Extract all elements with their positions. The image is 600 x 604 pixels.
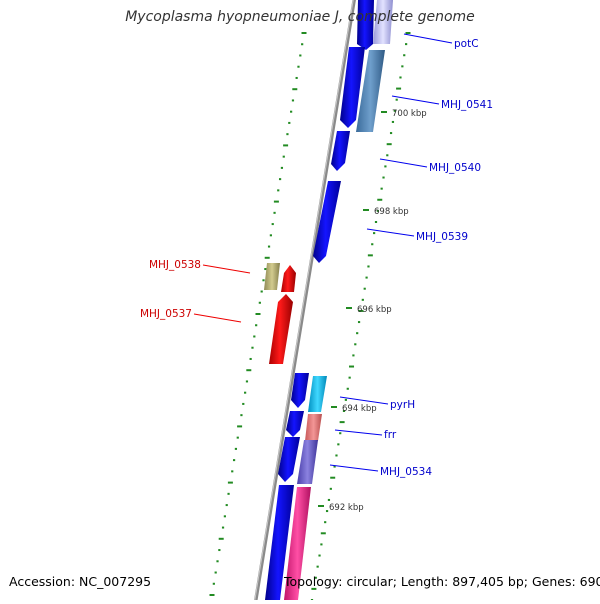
gene-block-next-feature[interactable] [284, 487, 311, 600]
gene-label-MHJ_0538[interactable]: MHJ_0538 [149, 259, 201, 271]
label-leader-line [391, 95, 440, 105]
gene-label-potC[interactable]: potC [454, 38, 479, 50]
ruler-label: 696 kbp [357, 305, 392, 315]
gene-block-potC-feature[interactable] [373, 0, 393, 44]
gene-label-MHJ_0541[interactable]: MHJ_0541 [441, 99, 493, 111]
gene-label-MHJ_0534[interactable]: MHJ_0534 [380, 466, 432, 478]
label-leader-line [334, 429, 383, 436]
label-leader-line [339, 396, 389, 405]
gene-arrow-MHJ_0538[interactable] [281, 265, 296, 292]
gene-arrow-MHJ_0540[interactable] [331, 131, 350, 171]
ruler-label: 692 kbp [329, 503, 364, 513]
gene-label-MHJ_0537[interactable]: MHJ_0537 [140, 308, 192, 320]
gene-block-pyrH-feature[interactable] [308, 376, 327, 412]
gene-label-pyrH[interactable]: pyrH [390, 399, 415, 411]
position-ruler: 700 kbp 698 kbp 696 kbp 694 kbp 692 kbp [318, 109, 427, 513]
genome-backbone [253, 0, 356, 604]
inner-tick-track [209, 32, 307, 596]
genome-summary: Topology: circular; Length: 897,405 bp; … [284, 574, 600, 589]
gene-block-MHJ_0541-feature[interactable] [356, 50, 385, 132]
gene-block-frr-feature[interactable] [305, 414, 322, 441]
gene-block-MHJ_0534-feature[interactable] [297, 440, 318, 484]
reverse-strand-genes [264, 263, 296, 364]
outer-tick-track [310, 32, 411, 601]
genome-backbone-highlight [253, 0, 354, 604]
forward-strand-genes [265, 0, 393, 600]
gene-arrow-next-forward[interactable] [265, 485, 294, 600]
gene-arrow-MHJ_0539[interactable] [313, 181, 341, 263]
ruler-label: 700 kbp [392, 109, 427, 119]
label-leader-line [403, 33, 453, 44]
label-leader-line [379, 158, 428, 168]
accession-label: Accession: NC_007295 [9, 574, 152, 589]
map-title: Mycoplasma hyopneumoniae J, complete gen… [125, 9, 475, 25]
gene-arrow-potC[interactable] [357, 0, 374, 50]
gene-label-MHJ_0539[interactable]: MHJ_0539 [416, 231, 468, 243]
gene-arrow-frr[interactable] [286, 411, 304, 437]
label-leader-line [193, 313, 242, 323]
gene-arrow-MHJ_0537[interactable] [269, 294, 293, 364]
gene-label-frr[interactable]: frr [384, 429, 397, 441]
label-leader-line [366, 228, 415, 237]
gene-label-MHJ_0540[interactable]: MHJ_0540 [429, 162, 481, 174]
gene-labels: potC MHJ_0541 MHJ_0540 MHJ_0539 MHJ_0538 MHJ_… [140, 33, 493, 478]
ruler-label: 698 kbp [374, 207, 409, 217]
gene-arrow-pyrH[interactable] [291, 373, 309, 408]
ruler-label: 694 kbp [342, 404, 377, 414]
label-leader-line [329, 464, 379, 472]
label-leader-line [202, 264, 251, 274]
gene-arrow-MHJ_0541[interactable] [340, 47, 365, 128]
gene-arrow-MHJ_0534[interactable] [278, 437, 300, 482]
gene-block-MHJ_0538-feature[interactable] [264, 263, 280, 290]
